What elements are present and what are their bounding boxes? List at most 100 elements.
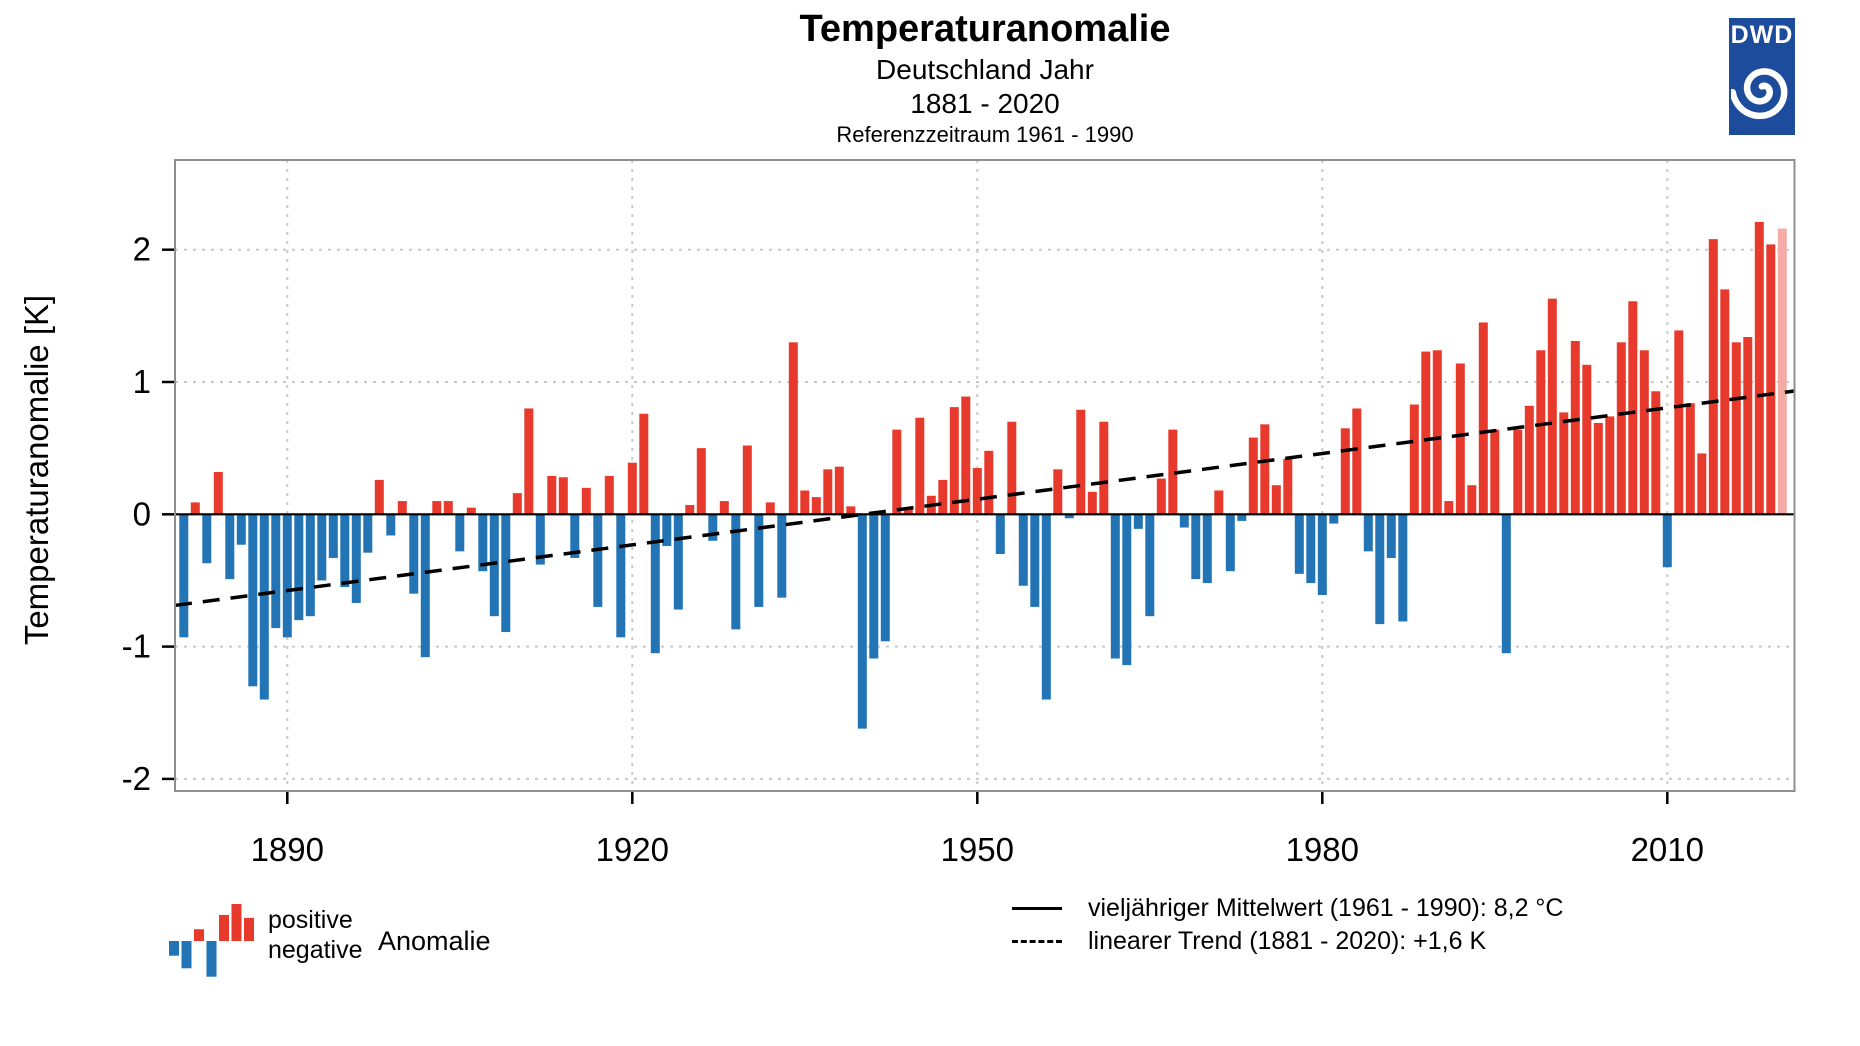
y-tick-label--2: -2 [122,760,151,797]
bar-1965 [1145,514,1155,617]
bar-1916 [581,487,591,515]
bar-1956 [1041,514,1051,700]
bar-1983 [1352,408,1362,515]
bar-1900 [397,501,407,515]
bar-1992 [1455,363,1465,515]
bar-1898 [374,479,384,515]
bar-2014 [1708,239,1718,515]
bar-1887 [248,514,258,687]
bars-group [179,221,1787,729]
bar-1969 [1191,514,1201,580]
bar-1904 [443,501,453,515]
legend-negative-label: negative [268,936,363,964]
bar-1919 [616,514,626,638]
bar-1897 [363,514,373,553]
bar-1938 [834,466,844,515]
bar-1995 [1490,429,1500,515]
bar-1913 [547,475,557,515]
bar-1978 [1294,514,1304,574]
plot-frame [174,159,1796,792]
bar-1996 [1501,514,1511,654]
bar-2004 [1593,423,1603,515]
bar-1931 [754,514,764,607]
bar-1980 [1317,514,1327,596]
bar-1910 [512,493,522,515]
bar-1908 [489,514,499,617]
bar-1998 [1524,405,1534,515]
bar-1892 [305,514,315,617]
legend-trend-row: linearer Trend (1881 - 2020): +1,6 K [1012,927,1486,956]
bar-1955 [1030,514,1040,607]
bar-1894 [328,514,338,558]
bar-1952 [995,514,1005,554]
bar-1930 [742,445,752,515]
bar-1906 [466,507,476,515]
bar-2016 [1731,342,1741,515]
bar-1963 [1122,514,1132,666]
bar-1961 [1099,421,1109,515]
legend-anomaly-glyph [169,904,254,977]
bar-2001 [1559,412,1569,515]
legend-mean-row: vieljähriger Mittelwert (1961 - 1990): 8… [1012,894,1563,923]
bar-1912 [535,514,545,565]
bar-1917 [593,514,603,607]
bar-1977 [1283,458,1293,515]
bar-2000 [1547,298,1557,515]
bar-2010 [1662,514,1672,568]
bar-2002 [1570,340,1580,515]
bar-1886 [236,514,246,545]
bar-1899 [386,514,396,536]
chart-subtitle: Deutschland Jahr [876,53,1094,85]
bar-1937 [823,469,833,515]
y-tick-label-1: 1 [133,363,151,400]
bar-1945 [915,417,925,515]
bar-1999 [1536,350,1546,515]
legend-anomaly-label: Anomalie [378,926,491,956]
bar-1901 [409,514,419,594]
bar-1949 [961,396,971,515]
bar-1926 [696,448,706,515]
bar-1890 [282,514,292,638]
bar-1954 [1018,514,1028,586]
legend-positive-label: positive [268,906,353,934]
legend-glyph-bar [169,941,179,956]
bar-2012 [1685,403,1695,515]
bar-1957 [1053,469,1063,515]
legend-glyph-bar [194,929,204,941]
bar-1976 [1271,485,1281,515]
y-axis-title: Temperaturanomalie [K] [18,295,55,645]
chart-period: 1881 - 2020 [910,87,1060,119]
bar-1920 [627,462,637,515]
bar-1934 [788,342,798,515]
bar-1922 [650,514,660,654]
bar-1959 [1076,409,1086,515]
bar-1989 [1421,351,1431,515]
bar-1948 [949,407,959,515]
bar-1988 [1409,404,1419,515]
bar-1921 [639,413,649,515]
y-tick-label--1: -1 [122,628,151,665]
x-tick-label-1920: 1920 [596,831,669,868]
bar-1979 [1306,514,1316,584]
bar-1953 [1007,421,1017,515]
bar-1972 [1225,514,1235,572]
dwd-logo: DWD [1729,18,1795,135]
x-tick-label-1950: 1950 [941,831,1014,868]
bar-1884 [213,471,223,515]
bar-2011 [1674,330,1684,515]
chart-header: Temperaturanomalie Deutschland Jahr 1881… [175,8,1795,147]
bar-1950 [972,467,982,515]
bar-1997 [1513,429,1523,515]
bar-1907 [478,514,488,572]
bar-1985 [1375,514,1385,625]
bar-2017 [1743,337,1753,515]
bar-1993 [1467,485,1477,515]
bar-1893 [317,514,327,581]
bar-1943 [892,429,902,515]
bar-1967 [1168,429,1178,515]
bar-1981 [1329,514,1339,524]
x-tick-label-1980: 1980 [1286,831,1359,868]
legend-mean-label: vieljähriger Mittelwert (1961 - 1990): 8… [1088,894,1564,922]
bar-1896 [351,514,361,603]
